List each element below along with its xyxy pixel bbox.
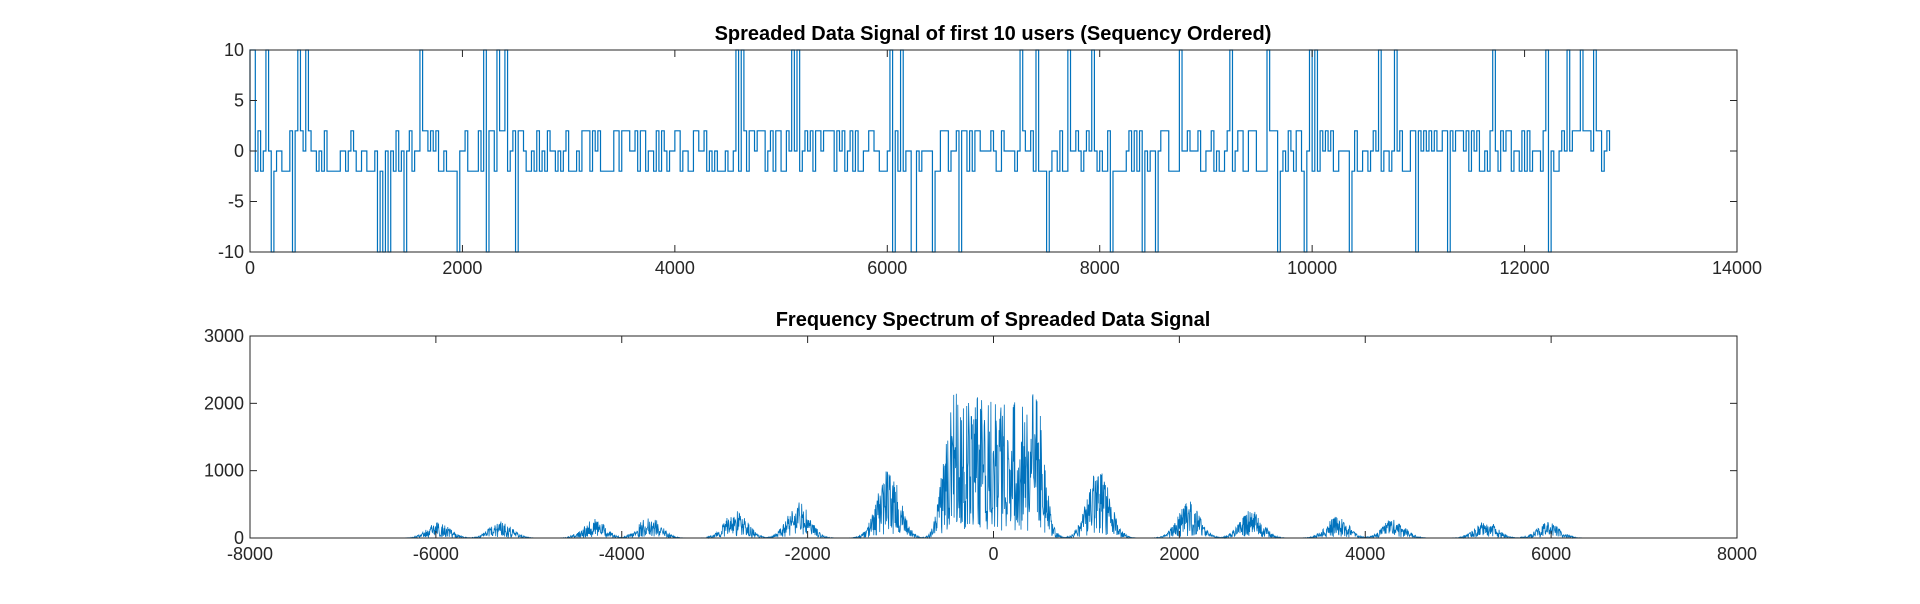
time-signal-series: [249, 49, 1611, 253]
x-tick-label: 10000: [1287, 258, 1337, 278]
x-tick-label: 2000: [1159, 544, 1199, 564]
spectrum-plot-title: Frequency Spectrum of Spreaded Data Sign…: [776, 309, 1211, 331]
x-tick-label: 6000: [1531, 544, 1571, 564]
subplot-frequency-spectrum: -8000 -6000 -4000 -2000 0 2000 4000 6000 8000 0 10…: [204, 309, 1757, 564]
spectrum-series: [398, 393, 1589, 540]
x-tick-label: 0: [988, 544, 998, 564]
x-tick-label: 14000: [1712, 258, 1762, 278]
x-tick-label: 2000: [442, 258, 482, 278]
y-tick-label: -10: [218, 242, 244, 262]
spectrum-plot-area: [249, 335, 1738, 539]
x-tick-label: 6000: [867, 258, 907, 278]
time-plot-title: Spreaded Data Signal of first 10 users (…: [715, 23, 1272, 45]
x-tick-label: -4000: [599, 544, 645, 564]
spectrum-axis-ticks: -8000 -6000 -4000 -2000 0 2000 4000 6000 8000 0 10…: [204, 326, 1757, 564]
x-tick-label: 8000: [1080, 258, 1120, 278]
spectrum-line: [398, 393, 1589, 540]
y-tick-label: 2000: [204, 393, 244, 413]
x-tick-label: 0: [245, 258, 255, 278]
x-tick-label: -8000: [227, 544, 273, 564]
subplot-time-signal: 0 2000 4000 6000 8000 10000 12000 14000 -10 -5 0 5 1…: [218, 23, 1762, 278]
x-tick-label: 12000: [1500, 258, 1550, 278]
time-axis-ticks: 0 2000 4000 6000 8000 10000 12000 14000 -10 -5 0 5 1…: [218, 40, 1762, 278]
time-signal-line: [249, 49, 1611, 253]
x-tick-label: 8000: [1717, 544, 1757, 564]
y-tick-label: 0: [234, 528, 244, 548]
y-tick-label: 1000: [204, 461, 244, 481]
y-tick-label: 3000: [204, 326, 244, 346]
y-tick-label: 5: [234, 91, 244, 111]
y-tick-label: 0: [234, 141, 244, 161]
y-tick-label: 10: [224, 40, 244, 60]
x-tick-label: 4000: [655, 258, 695, 278]
x-tick-label: -2000: [785, 544, 831, 564]
y-tick-label: -5: [228, 192, 244, 212]
x-tick-label: 4000: [1345, 544, 1385, 564]
x-tick-label: -6000: [413, 544, 459, 564]
